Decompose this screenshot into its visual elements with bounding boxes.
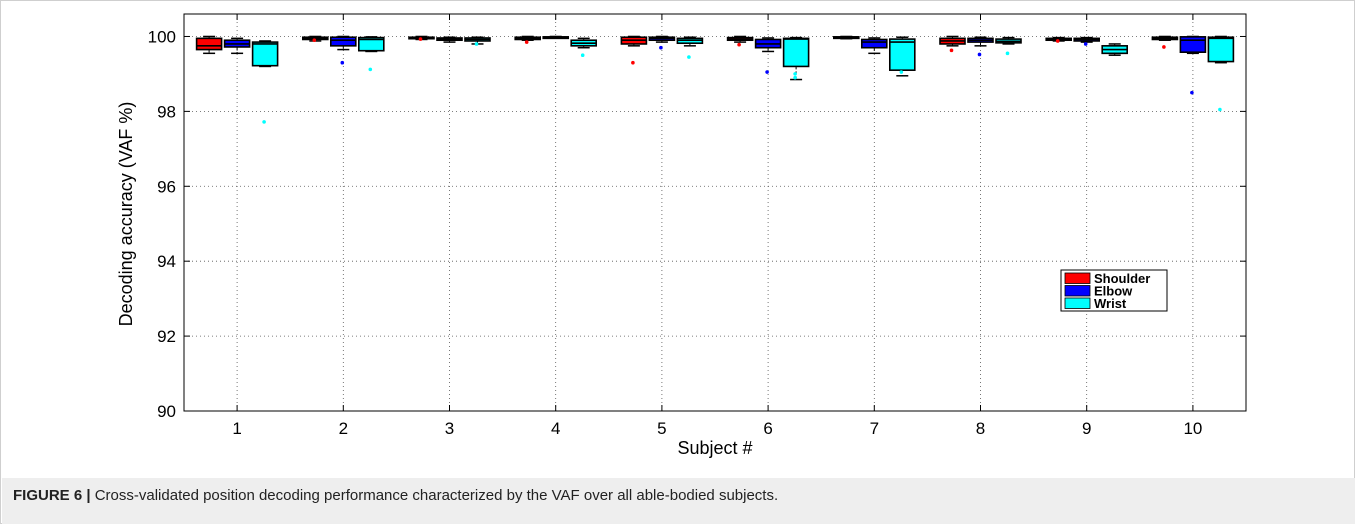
- elbow-box: [436, 36, 463, 43]
- elbow-box: [648, 35, 676, 50]
- box-outlier: [1190, 90, 1194, 95]
- box-plot-chart: 90 92 94 96 98 100 1 2 3 4 5 6 7 8 9 10 Decoding accura…: [116, 13, 1247, 458]
- shoulder-legend-swatch: [1064, 272, 1091, 284]
- box-outlier: [793, 72, 797, 76]
- box-outlier: [524, 40, 529, 44]
- box-outlier: [418, 37, 423, 41]
- x-tick-label: 1: [232, 419, 241, 438]
- elbow-box: [542, 35, 570, 40]
- box-outlier: [765, 70, 769, 74]
- elbow-box: [1073, 36, 1100, 46]
- box-body: [860, 38, 888, 49]
- box-outlier: [1055, 39, 1060, 43]
- elbow-box: [223, 37, 251, 55]
- box-outlier: [899, 70, 904, 74]
- wrist-legend-label: Wrist: [1094, 296, 1127, 311]
- box-outlier: [312, 38, 317, 43]
- x-tick-label: 10: [1183, 419, 1202, 438]
- x-tick-label: 2: [339, 419, 348, 438]
- elbow-box: [754, 37, 782, 74]
- wrist-box: [888, 36, 916, 77]
- y-tick-label: 98: [157, 102, 176, 121]
- box-outlier: [340, 60, 345, 65]
- box-outlier: [262, 120, 266, 124]
- box-outlier: [1005, 51, 1010, 56]
- box-body: [251, 41, 279, 67]
- box-outlier: [949, 48, 954, 53]
- elbow-box: [329, 35, 357, 65]
- x-tick-label: 4: [551, 419, 560, 438]
- wrist-box: [570, 37, 598, 57]
- wrist-box: [357, 36, 385, 72]
- y-tick-label: 90: [157, 402, 176, 421]
- shoulder-box: [301, 35, 329, 43]
- shoulder-box: [832, 35, 860, 40]
- y-axis-label: Decoding accuracy (VAF %): [116, 102, 136, 327]
- box-body: [357, 36, 385, 52]
- y-tick-label: 100: [148, 27, 176, 46]
- figure-caption: FIGURE 6 | Cross-validated position deco…: [13, 487, 778, 504]
- box-outlier: [659, 45, 663, 50]
- shoulder-box: [1045, 36, 1072, 43]
- axes-layer: 90 92 94 96 98 100 1 2 3 4 5 6 7 8 9 10: [148, 14, 1246, 438]
- boxes-layer: [195, 35, 1235, 124]
- box-body: [888, 38, 916, 71]
- y-tick-label: 96: [157, 177, 176, 196]
- x-tick-label: 3: [445, 419, 454, 438]
- box-body: [1207, 36, 1235, 63]
- box-body: [329, 36, 357, 47]
- box-body: [782, 37, 810, 68]
- shoulder-box: [514, 35, 542, 44]
- elbow-box: [860, 37, 888, 55]
- wrist-box: [782, 36, 810, 81]
- grid-layer: [184, 14, 1246, 411]
- shoulder-box: [726, 35, 754, 47]
- wrist-box: [1101, 43, 1128, 56]
- wrist-box: [995, 36, 1022, 56]
- x-tick-label: 8: [976, 419, 985, 438]
- box-body: [195, 37, 223, 51]
- caption-text: Cross-validated position decoding perfor…: [90, 487, 779, 504]
- elbow-box: [1179, 35, 1207, 95]
- elbow-legend-label: Elbow: [1094, 284, 1133, 299]
- shoulder-box: [408, 35, 435, 41]
- box-body: [1179, 36, 1207, 54]
- box-outlier: [793, 75, 797, 80]
- elbow-box: [967, 36, 994, 57]
- shoulder-box: [939, 35, 966, 53]
- wrist-box: [676, 36, 704, 59]
- x-tick-label: 9: [1082, 419, 1091, 438]
- box-outlier: [474, 42, 479, 46]
- box-outlier: [977, 52, 982, 57]
- wrist-legend-swatch: [1064, 297, 1091, 309]
- plot-frame: [183, 13, 1247, 412]
- caption-area: FIGURE 6 | Cross-validated position deco…: [2, 478, 1355, 524]
- x-axis-label: Subject #: [677, 438, 752, 458]
- y-tick-label: 94: [157, 252, 176, 271]
- box-outlier: [580, 53, 585, 57]
- shoulder-legend-label: Shoulder: [1094, 271, 1150, 286]
- x-tick-label: 5: [657, 419, 666, 438]
- y-tick-label: 92: [157, 327, 176, 346]
- wrist-box: [464, 36, 491, 46]
- x-tick-label: 7: [870, 419, 879, 438]
- box-outlier: [631, 60, 635, 65]
- box-outlier: [737, 42, 741, 47]
- box-outlier: [687, 55, 691, 59]
- wrist-box: [1207, 35, 1235, 112]
- shoulder-box: [195, 35, 223, 55]
- box-outlier: [1218, 107, 1222, 112]
- caption-label: FIGURE 6 |: [13, 487, 91, 504]
- box-outlier: [368, 67, 373, 72]
- wrist-box: [251, 40, 279, 124]
- shoulder-box: [620, 35, 648, 65]
- box-outlier: [1083, 42, 1088, 46]
- shoulder-box: [1151, 35, 1179, 49]
- box-outlier: [1162, 45, 1166, 49]
- elbow-legend-swatch: [1064, 285, 1091, 297]
- x-tick-label: 6: [763, 419, 772, 438]
